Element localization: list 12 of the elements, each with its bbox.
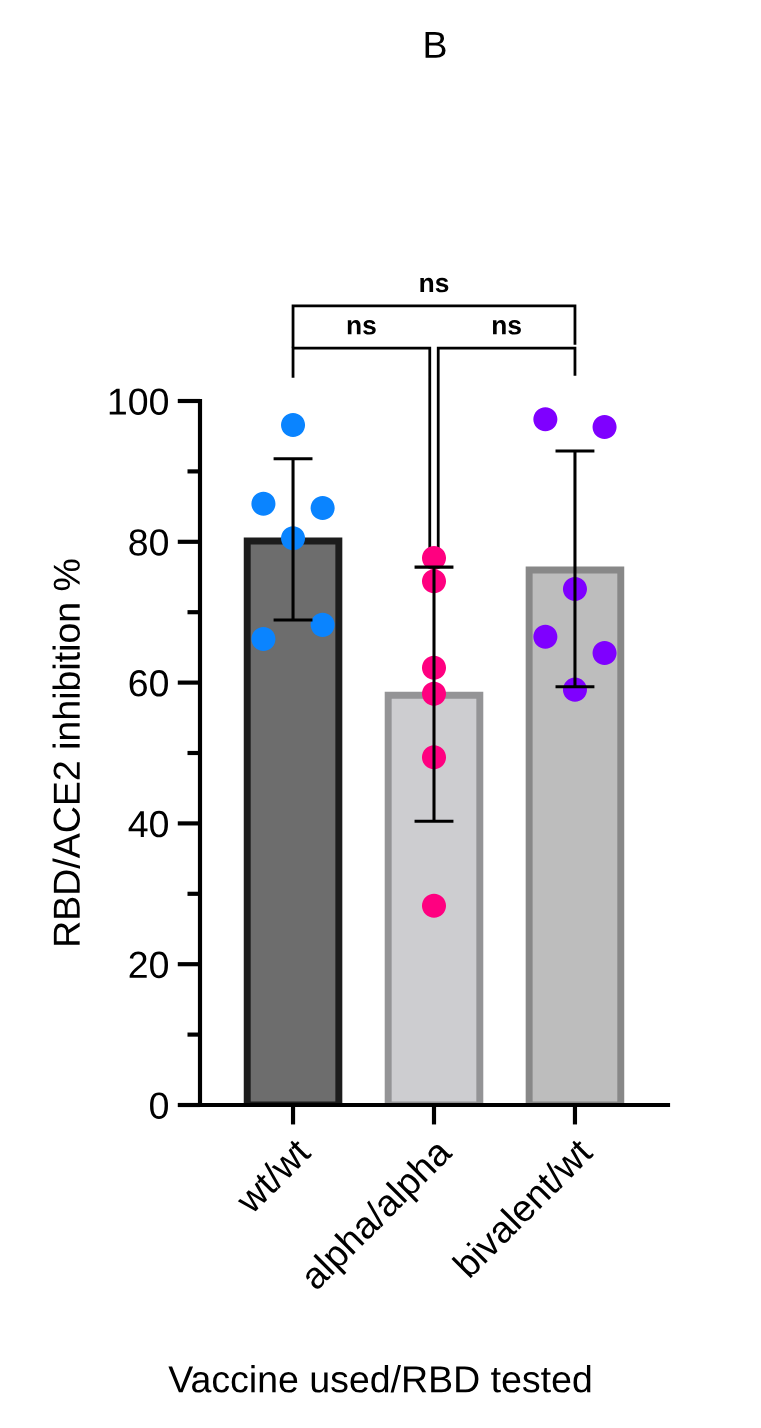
y-tick-label: 60 — [129, 670, 168, 697]
text: ns — [492, 320, 521, 335]
y-axis-title: RBD/ACE2 inhibition % — [52, 559, 81, 945]
x-axis-title: Vaccine used/RBD tested — [168, 1365, 591, 1393]
text: ns — [420, 277, 449, 293]
y-tick-label: 0 — [150, 1092, 168, 1119]
y-tick-label: 40 — [128, 810, 168, 838]
text: ns — [347, 320, 376, 335]
chart-title: B — [425, 31, 446, 58]
y-tick-label: 80 — [129, 529, 168, 556]
y-tick-label: 20 — [129, 951, 168, 979]
y-tick-label: 100 — [109, 388, 168, 415]
